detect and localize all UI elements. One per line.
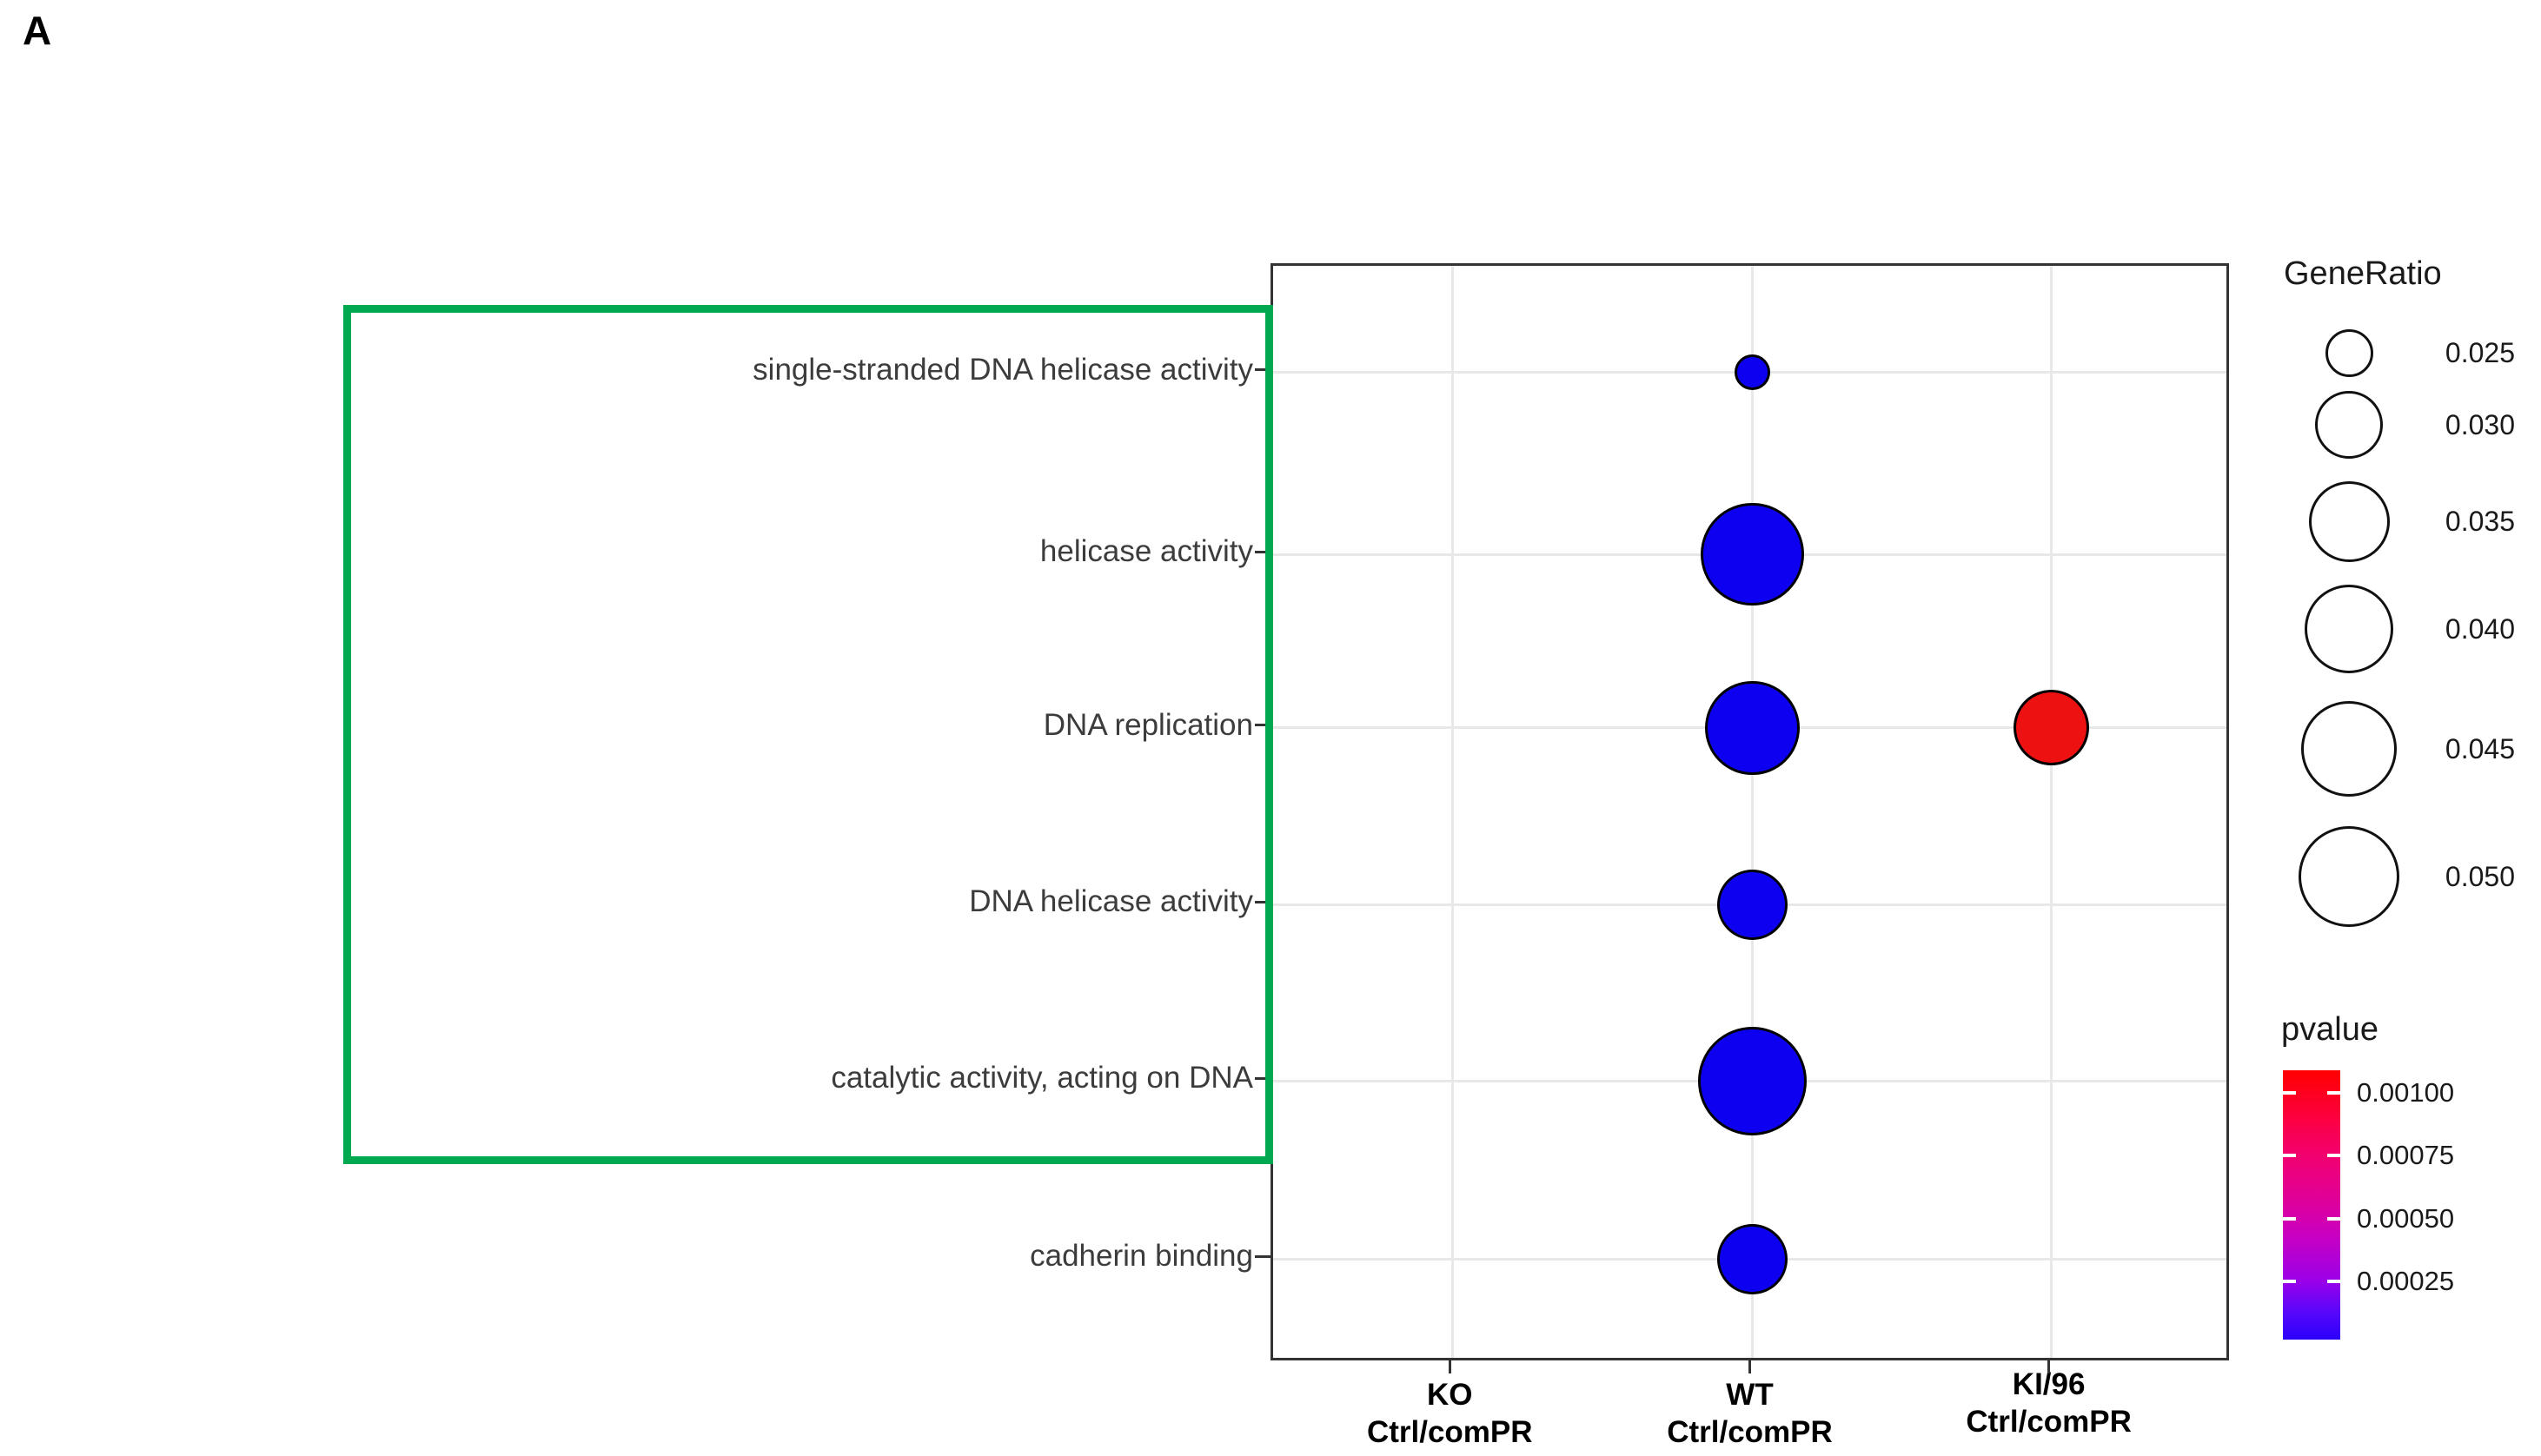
x-axis-label: WT Ctrl/comPR bbox=[1550, 1376, 1950, 1451]
pvalue-legend-value: 0.00050 bbox=[2357, 1203, 2455, 1234]
data-point-dot bbox=[2014, 690, 2090, 766]
gene-ratio-legend-value: 0.035 bbox=[2445, 506, 2515, 537]
gridline-vertical bbox=[1450, 266, 1454, 1358]
gene-ratio-legend-value: 0.030 bbox=[2445, 409, 2515, 440]
y-axis-tick bbox=[1255, 900, 1270, 903]
pvalue-legend-title: pvalue bbox=[2281, 1011, 2378, 1048]
y-axis-tick bbox=[1255, 724, 1270, 727]
pvalue-colorbar-tick bbox=[2327, 1217, 2340, 1221]
gene-ratio-legend-circle bbox=[2315, 391, 2383, 459]
gene-ratio-legend-circle bbox=[2305, 585, 2393, 673]
x-axis-tick bbox=[2047, 1358, 2051, 1373]
y-axis-tick bbox=[1255, 550, 1270, 553]
pvalue-colorbar-tick bbox=[2283, 1217, 2296, 1221]
gridline-vertical bbox=[2050, 266, 2053, 1358]
gene-ratio-legend-value: 0.025 bbox=[2445, 337, 2515, 368]
pvalue-colorbar-tick bbox=[2283, 1091, 2296, 1095]
x-axis-label-line: Ctrl/comPR bbox=[1667, 1415, 1833, 1449]
y-axis-label: cadherin binding bbox=[1030, 1239, 1253, 1273]
pvalue-colorbar-tick bbox=[2327, 1154, 2340, 1157]
data-point-dot bbox=[1717, 1223, 1788, 1294]
y-axis-label: catalytic activity, acting on DNA bbox=[831, 1061, 1253, 1095]
pvalue-colorbar-tick bbox=[2327, 1091, 2340, 1095]
gene-ratio-legend-circle bbox=[2301, 701, 2397, 797]
x-axis-label: KO Ctrl/comPR bbox=[1250, 1376, 1649, 1451]
pvalue-legend-value: 0.00100 bbox=[2357, 1077, 2455, 1108]
y-axis-tick bbox=[1255, 1254, 1270, 1258]
x-axis-label-line: KO bbox=[1427, 1378, 1473, 1412]
pvalue-colorbar-tick bbox=[2283, 1280, 2296, 1283]
pvalue-legend-value: 0.00025 bbox=[2357, 1266, 2455, 1296]
gene-ratio-legend-circle bbox=[2299, 826, 2399, 927]
pvalue-colorbar-tick bbox=[2283, 1154, 2296, 1157]
y-axis-label: DNA replication bbox=[1043, 707, 1253, 742]
x-axis-tick bbox=[1748, 1358, 1751, 1373]
data-point-dot bbox=[1697, 1026, 1808, 1136]
y-axis-tick bbox=[1255, 1076, 1270, 1080]
x-axis-label-line: WT bbox=[1726, 1378, 1774, 1412]
x-axis-label-line: Ctrl/comPR bbox=[1966, 1405, 2132, 1439]
data-point-dot bbox=[1705, 680, 1800, 775]
gene-ratio-legend-title: GeneRatio bbox=[2284, 255, 2442, 292]
gene-ratio-legend-value: 0.050 bbox=[2445, 861, 2515, 892]
x-axis-label-line: Ctrl/comPR bbox=[1366, 1415, 1533, 1449]
gridline-vertical bbox=[1751, 266, 1754, 1358]
pvalue-legend-value: 0.00075 bbox=[2357, 1140, 2455, 1170]
y-axis-label: DNA helicase activity bbox=[969, 884, 1253, 919]
x-axis-label: KI/96 Ctrl/comPR bbox=[1849, 1366, 2249, 1440]
y-axis-tick bbox=[1255, 368, 1270, 371]
gene-ratio-legend-circle bbox=[2308, 480, 2390, 562]
gene-ratio-legend-value: 0.045 bbox=[2445, 733, 2515, 764]
pvalue-colorbar bbox=[2283, 1070, 2340, 1340]
x-axis-tick bbox=[1448, 1358, 1451, 1373]
y-axis-label: single-stranded DNA helicase activity bbox=[753, 352, 1253, 387]
data-point-dot bbox=[1701, 502, 1804, 606]
panel-label: A bbox=[23, 8, 52, 53]
highlight-box bbox=[343, 305, 1273, 1164]
pvalue-colorbar-tick bbox=[2327, 1280, 2340, 1283]
gene-ratio-legend-value: 0.040 bbox=[2445, 613, 2515, 645]
data-point-dot bbox=[1717, 869, 1788, 940]
data-point-dot bbox=[1734, 354, 1771, 391]
gene-ratio-legend-circle bbox=[2325, 328, 2373, 377]
plot-panel bbox=[1270, 263, 2229, 1360]
y-axis-label: helicase activity bbox=[1039, 534, 1253, 569]
